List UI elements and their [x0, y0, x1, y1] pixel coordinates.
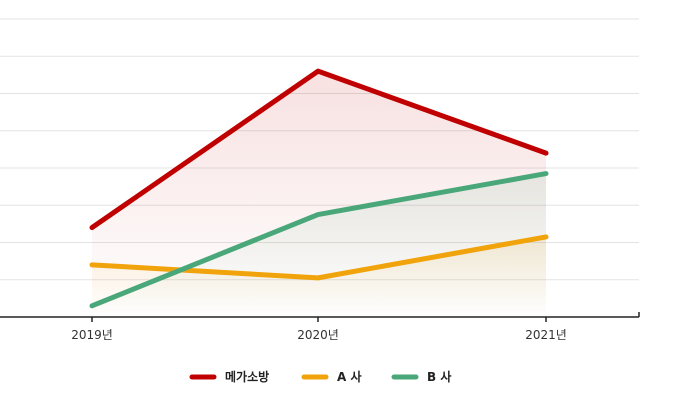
legend[interactable]: 메가소방 A 사 B 사 — [189, 369, 451, 384]
series-line — [89, 68, 549, 231]
legend-item[interactable]: A 사 — [301, 369, 362, 384]
series-area — [92, 173, 546, 317]
legend-label: B 사 — [427, 369, 451, 384]
x-axis — [0, 312, 640, 322]
x-tick-label: 2020년 — [297, 328, 339, 342]
series-line — [89, 171, 549, 309]
x-tick-label: 2019년 — [71, 328, 113, 342]
x-tick-label: 2021년 — [525, 328, 567, 342]
legend-item[interactable]: B 사 — [391, 369, 451, 384]
x-tick-labels: 2019년 2020년 2021년 — [71, 328, 567, 342]
legend-item[interactable]: 메가소방 — [189, 369, 269, 384]
series-line — [89, 234, 549, 281]
legend-label: 메가소방 — [225, 369, 269, 384]
legend-label: A 사 — [337, 369, 362, 384]
series-lines — [89, 68, 549, 309]
